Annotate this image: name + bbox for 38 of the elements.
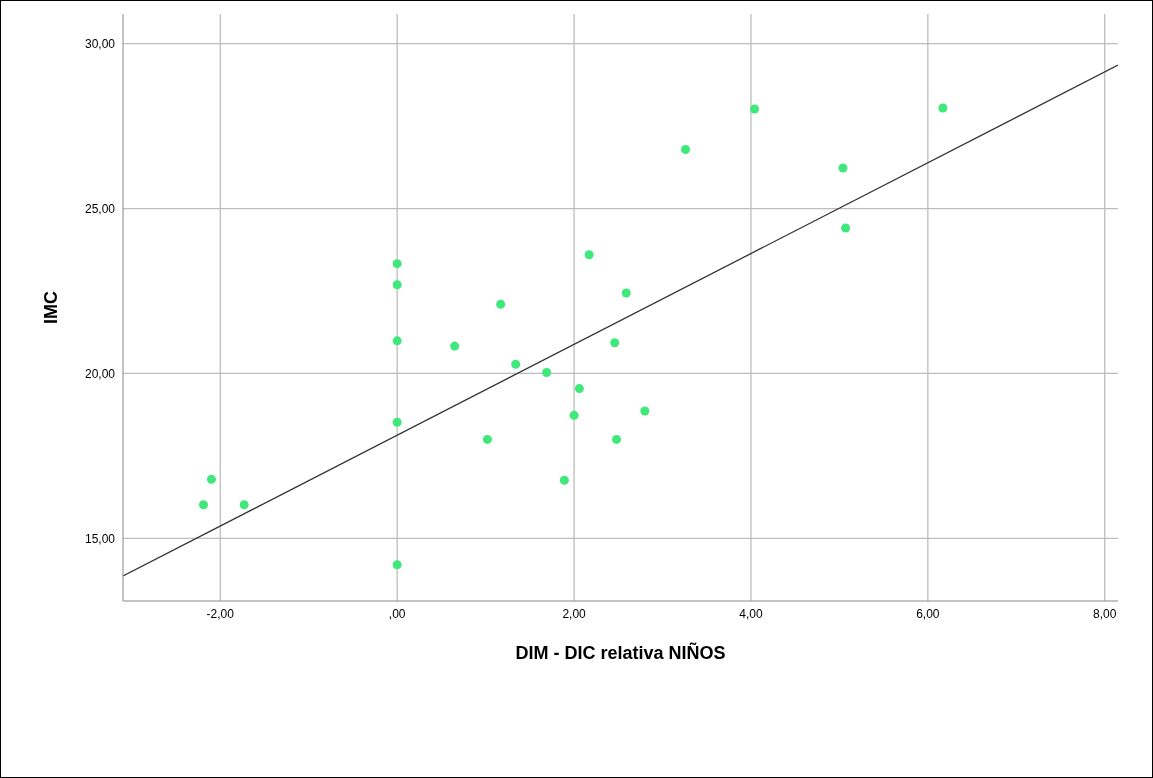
point xyxy=(610,338,620,348)
point xyxy=(239,500,249,510)
point xyxy=(450,341,460,351)
point xyxy=(392,560,402,570)
x-tick-label: 2,00 xyxy=(562,606,587,621)
point xyxy=(496,299,506,309)
point xyxy=(681,145,691,155)
y-tick-label: 15,00 xyxy=(84,531,116,546)
y-tick-label: 30,00 xyxy=(84,36,116,51)
point xyxy=(206,474,216,484)
point xyxy=(392,259,402,269)
x-tick-label: -2,00 xyxy=(206,606,235,621)
point xyxy=(559,475,569,485)
point xyxy=(198,500,208,510)
point xyxy=(841,223,851,233)
point xyxy=(392,336,402,346)
y-tick-label: 25,00 xyxy=(84,201,116,216)
point xyxy=(621,288,631,298)
point xyxy=(612,434,622,444)
point xyxy=(392,280,402,290)
x-tick-label: ,00 xyxy=(388,606,406,621)
point xyxy=(482,434,492,444)
point xyxy=(511,359,521,369)
x-tick-label: 4,00 xyxy=(739,606,763,621)
point xyxy=(574,384,584,394)
point xyxy=(542,367,552,377)
point xyxy=(938,103,948,113)
y-tick-label: 20,00 xyxy=(84,366,116,381)
point xyxy=(749,104,759,114)
point xyxy=(640,406,650,416)
point xyxy=(392,417,402,427)
y-axis-title: IMC xyxy=(41,291,62,324)
x-tick-label: 6,00 xyxy=(916,606,940,621)
x-axis-title: DIM - DIC relativa NIÑOS xyxy=(515,642,726,663)
x-tick-label: 8,00 xyxy=(1093,606,1117,621)
point xyxy=(584,250,594,260)
point xyxy=(569,410,579,420)
point xyxy=(838,163,848,173)
